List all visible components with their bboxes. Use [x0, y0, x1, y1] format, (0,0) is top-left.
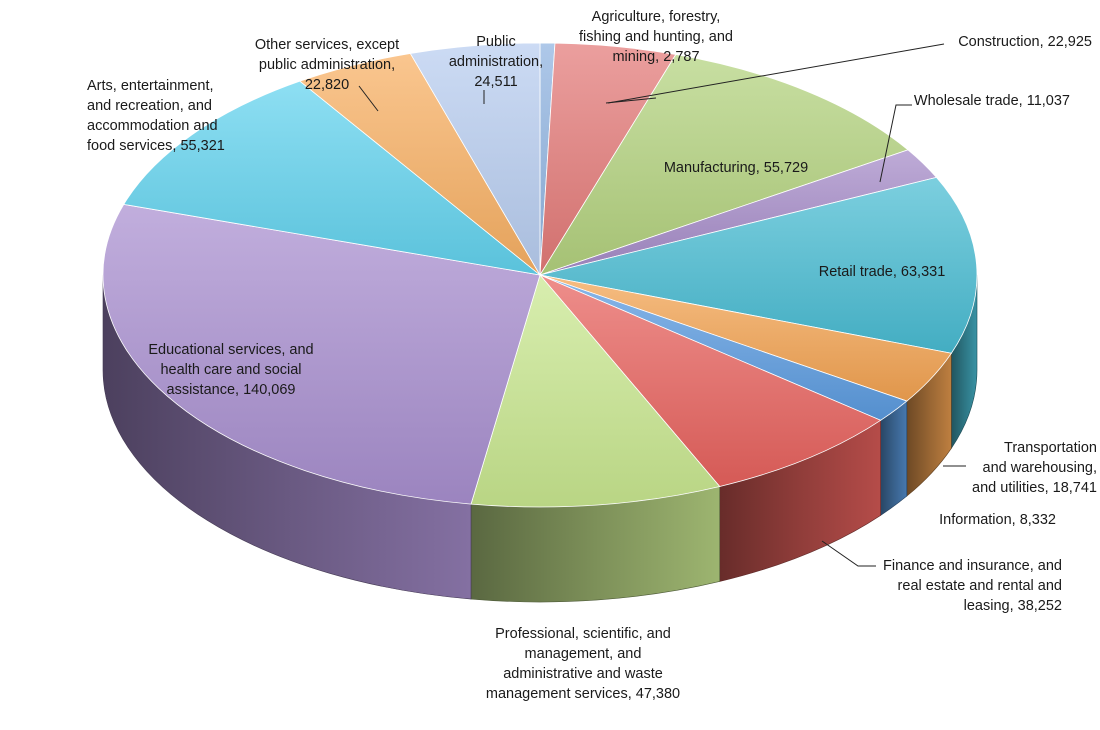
leader-lines	[358, 43, 966, 567]
label-line: mining, 2,787	[612, 49, 699, 65]
label-arts-entertainment-and-recreation-and-accommodation-and-food-services: Arts, entertainment, and recreation, and a…	[87, 78, 225, 154]
slice-finance-and-insurance-and-real-estate-and-rental-and-leasing	[539, 274, 882, 487]
label-line: leasing, 38,252	[964, 598, 1062, 614]
leader-line-finance-and-insurance-and-real-estate-and-rental-and-leasing	[821, 540, 876, 567]
slice-retail-trade	[539, 176, 978, 354]
label-line: real estate and rental and	[898, 578, 1062, 594]
label-line: administration,	[449, 54, 543, 70]
label-line: 22,820	[305, 77, 349, 93]
label-line: Retail trade, 63,331	[819, 264, 946, 280]
slice-labels: Agriculture, forestry, fishing and huntin…	[87, 9, 1097, 702]
slice-arts-entertainment-and-recreation-and-accommodation-and-food-services	[123, 80, 542, 276]
label-line: and utilities, 18,741	[972, 480, 1097, 496]
label-finance-and-insurance-and-real-estate-and-rental-and-leasing: Finance and insurance, and real estate an…	[883, 558, 1062, 614]
label-line: Manufacturing, 55,729	[664, 160, 808, 176]
label-line: Information, 8,332	[939, 512, 1056, 528]
label-information: Information, 8,332	[939, 512, 1056, 528]
label-line: Construction, 22,925	[958, 34, 1092, 50]
side-information	[880, 400, 908, 516]
slice-educational-services-and-health-care-and-social-assistance	[102, 203, 541, 505]
label-line: and warehousing,	[983, 460, 1097, 476]
leader-line-other-services-except-public-administration	[358, 85, 379, 112]
label-manufacturing: Manufacturing, 55,729	[664, 160, 808, 176]
label-other-services-except-public-administration: Other services, except public administrat…	[255, 37, 399, 93]
label-line: fishing and hunting, and	[579, 29, 733, 45]
label-line: Agriculture, forestry,	[592, 9, 721, 25]
label-line: Public	[476, 34, 516, 50]
leader-line-construction	[607, 43, 945, 104]
label-line: Educational services, and	[148, 342, 313, 358]
label-line: assistance, 140,069	[167, 382, 296, 398]
pie-top-faces	[102, 42, 978, 508]
label-line: 24,511	[474, 74, 517, 90]
label-line: public administration,	[259, 57, 395, 73]
label-line: Other services, except	[255, 37, 399, 53]
slice-public-administration	[409, 42, 541, 277]
label-agriculture-forestry-fishing-and-hunting-and-mining: Agriculture, forestry, fishing and huntin…	[579, 9, 733, 65]
leader-line-wholesale-trade	[879, 104, 912, 183]
label-wholesale-trade: Wholesale trade, 11,037	[914, 93, 1070, 109]
label-line: management, and	[525, 646, 642, 662]
label-line: Wholesale trade, 11,037	[914, 93, 1070, 109]
label-line: accommodation and	[87, 118, 218, 134]
slice-manufacturing	[539, 54, 909, 276]
label-line: Professional, scientific, and	[495, 626, 671, 642]
label-construction: Construction, 22,925	[958, 34, 1092, 50]
label-line: administrative and waste	[503, 666, 663, 682]
label-line: health care and social	[160, 362, 301, 378]
label-public-administration: Public administration, 24,511	[449, 34, 543, 90]
label-transportation-and-warehousing-and-utilities: Transportation and warehousing, and utilit…	[972, 440, 1097, 496]
label-line: Finance and insurance, and	[883, 558, 1062, 574]
label-line: food services, 55,321	[87, 138, 225, 154]
label-line: Transportation	[1004, 440, 1097, 456]
label-retail-trade: Retail trade, 63,331	[819, 264, 946, 280]
label-line: and recreation, and	[87, 98, 212, 114]
label-line: management services, 47,380	[486, 686, 680, 702]
label-educational-services-and-health-care-and-social-assistance: Educational services, and health care and…	[148, 342, 313, 398]
label-professional-scientific-and-management-and-administrative-and-waste-management-services: Professional, scientific, and management,…	[486, 626, 680, 702]
label-line: Arts, entertainment,	[87, 78, 214, 94]
slice-professional-scientific-and-management-and-administrative-and-waste-management-services	[470, 274, 721, 508]
